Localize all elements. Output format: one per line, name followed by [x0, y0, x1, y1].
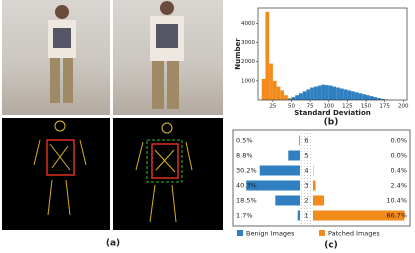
- histogram-bar: [343, 89, 348, 100]
- category-label: 4: [304, 167, 308, 175]
- histogram-bar: [272, 80, 277, 100]
- value-label: 2.4%: [390, 182, 407, 190]
- histogram-bar: [291, 97, 296, 100]
- photo-grid: (a): [2, 0, 223, 249]
- y-tick-label: 4000: [241, 21, 255, 27]
- y-axis-label: Number: [234, 38, 242, 70]
- histogram-bar: [317, 85, 322, 100]
- histogram-bar: [332, 86, 337, 100]
- value-label: 10.4%: [386, 197, 407, 205]
- person: [48, 1, 184, 109]
- histogram-bar: [302, 91, 307, 100]
- panel-label: (a): [106, 239, 120, 249]
- histogram-bar: [280, 90, 285, 100]
- histogram-bar: [325, 85, 329, 100]
- histogram-bar: [369, 96, 374, 100]
- histogram-bar: [339, 88, 344, 100]
- category-label: 5: [304, 152, 308, 160]
- panel-label: (c): [324, 241, 338, 251]
- bar: [297, 210, 300, 221]
- x-tick-label: 75: [307, 104, 314, 110]
- histogram-bar: [366, 95, 370, 100]
- category-label: 1: [304, 212, 308, 220]
- bar: [288, 150, 300, 161]
- x-tick-label: 175: [379, 104, 390, 110]
- x-tick-label: 100: [324, 104, 335, 110]
- panel-label: (b): [324, 118, 339, 128]
- panel-frame: [232, 129, 411, 227]
- x-tick-label: 125: [342, 104, 353, 110]
- histogram-bar: [295, 95, 299, 100]
- histogram-bar: [298, 93, 303, 100]
- value-label: 0.0%: [390, 137, 407, 145]
- histogram-bar: [336, 87, 340, 100]
- histogram-bar: [380, 98, 385, 100]
- y-tick-label: 3000: [241, 40, 255, 46]
- histogram-bar: [310, 87, 314, 100]
- legend-swatch: [319, 230, 325, 236]
- edge-map: [2, 118, 110, 230]
- bar: [313, 180, 316, 191]
- plot-frame: [257, 7, 408, 101]
- category-label: 2: [304, 197, 308, 205]
- category-label: 6: [304, 137, 308, 145]
- bar: [299, 135, 300, 146]
- histogram-bar: [321, 84, 326, 100]
- bar: [313, 210, 405, 221]
- histogram-bar: [377, 98, 381, 100]
- histogram-bar: [373, 97, 378, 100]
- category-band: [300, 131, 313, 225]
- category-label: 3: [304, 182, 308, 190]
- value-label: 8.8%: [236, 152, 253, 160]
- x-axis-label: Standard Deviation: [294, 109, 371, 117]
- histogram-bar: [276, 86, 281, 100]
- y-tick-label: 2000: [241, 59, 255, 65]
- value-label: 0.4%: [390, 167, 407, 175]
- x-tick-label: 25: [269, 104, 276, 110]
- histogram-bar: [284, 95, 288, 100]
- value-label: 86.7%: [386, 212, 407, 220]
- x-tick-label: 200: [398, 104, 409, 110]
- bar: [259, 165, 300, 176]
- bar: [313, 195, 324, 206]
- edge-map: [113, 118, 223, 230]
- histogram-bar: [313, 86, 318, 100]
- bar: [275, 195, 300, 206]
- value-label: 0.5%: [236, 137, 253, 145]
- histogram-bar: [347, 90, 352, 100]
- y-tick-label: 1000: [241, 78, 255, 84]
- histogram-bar: [265, 11, 270, 100]
- histogram-bar: [287, 99, 292, 100]
- value-label: 0.0%: [390, 152, 407, 160]
- legend-label: Patched Images: [328, 230, 380, 238]
- legend-label: Benign Images: [246, 230, 295, 238]
- histogram-bar: [261, 78, 266, 100]
- bar: [246, 180, 300, 191]
- x-tick-label: 150: [361, 104, 372, 110]
- histogram-bar: [328, 85, 333, 100]
- histogram-bar: [362, 94, 367, 100]
- histogram-bar: [306, 89, 311, 100]
- histogram-bar: [351, 91, 355, 100]
- histogram-bar: [354, 92, 359, 100]
- histogram-bar: [358, 93, 363, 100]
- legend-swatch: [237, 230, 243, 236]
- x-tick-label: 50: [288, 104, 295, 110]
- histogram-bar: [269, 63, 273, 100]
- value-label: 18.5%: [236, 197, 257, 205]
- edge-lines: [33, 120, 193, 223]
- value-label: 40.3%: [236, 182, 257, 190]
- value-label: 30.2%: [236, 167, 257, 175]
- value-label: 1.7%: [236, 212, 253, 220]
